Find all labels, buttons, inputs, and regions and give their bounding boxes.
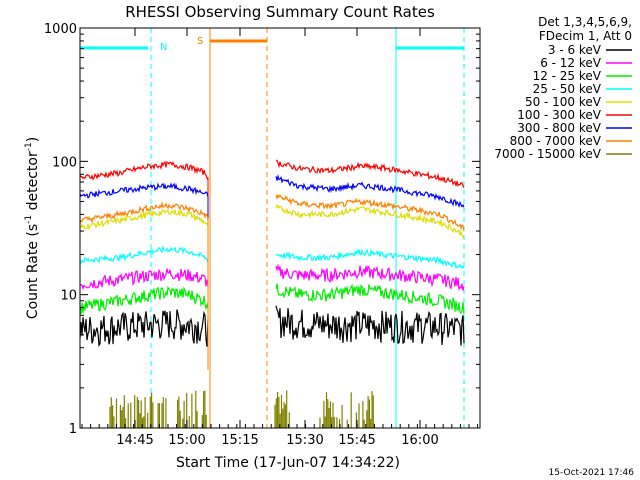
legend: Det 1,3,4,5,6,9, FDecim 1, Att 0 3 - 6 k… (494, 15, 632, 161)
series-line-post-saa (275, 174, 465, 209)
series-line-pre-saa (79, 268, 209, 291)
series-line-pre-saa (79, 201, 209, 224)
plot-area: NS (79, 28, 465, 428)
series-line-post-saa (275, 193, 465, 232)
y-tick-label: 1 (69, 422, 77, 437)
legend-header-line-2: FDecim 1, Att 0 (539, 29, 632, 43)
series-line-pre-saa (79, 160, 209, 181)
night-label: N (160, 42, 167, 53)
series-line-pre-saa (79, 182, 209, 199)
series-line-pre-saa (79, 208, 209, 231)
legend-label: 3 - 6 keV (548, 43, 602, 57)
y-axis: 1 10 100 1000 (44, 22, 480, 437)
series-line-post-saa (275, 159, 465, 188)
x-tick-label: 14:45 (116, 433, 153, 448)
series-line-post-saa (275, 248, 465, 270)
legend-label: 25 - 50 keV (533, 82, 602, 96)
saa-label: S (197, 36, 203, 47)
series-800-7000kev (79, 193, 465, 370)
legend-label: 800 - 7000 keV (510, 134, 602, 148)
x-tick-label: 15:00 (168, 433, 205, 448)
y-tick-label: 1000 (44, 22, 77, 37)
y-tick-label: 100 (52, 155, 77, 170)
series-7000-15000-kev (109, 390, 374, 428)
series-line-pre-saa (79, 245, 209, 265)
series-line-pre-saa (79, 309, 209, 347)
legend-label: 50 - 100 keV (525, 95, 602, 109)
y-tick-label: 10 (60, 289, 77, 304)
x-axis-label: Start Time (17-Jun-07 14:34:22) (176, 455, 400, 471)
series-line-post-saa (275, 204, 465, 239)
x-axis: 14:45 15:00 15:15 15:30 15:45 16:00 (81, 28, 479, 448)
legend-label: 6 - 12 keV (540, 56, 602, 70)
x-tick-label: 15:15 (221, 433, 258, 448)
x-tick-label: 16:00 (401, 433, 438, 448)
legend-label: 12 - 25 keV (533, 69, 602, 83)
legend-label: 100 - 300 keV (517, 108, 601, 122)
y-axis-label: Count Rate (s-1 detector-1) (24, 137, 41, 319)
series-line-post-saa (275, 263, 465, 291)
chart-title: RHESSI Observing Summary Count Rates (125, 3, 435, 21)
x-tick-label: 15:30 (286, 433, 323, 448)
series-line-post-saa (275, 305, 465, 346)
series-line-post-saa (275, 283, 465, 315)
legend-label: 300 - 800 keV (517, 121, 601, 135)
legend-label: 7000 - 15000 keV (494, 147, 601, 161)
x-tick-label: 15:45 (338, 433, 375, 448)
legend-header-line-1: Det 1,3,4,5,6,9, (538, 15, 632, 29)
footer-timestamp: 15-Oct-2021 17:46 (549, 468, 635, 478)
series-line-pre-saa (79, 285, 209, 314)
